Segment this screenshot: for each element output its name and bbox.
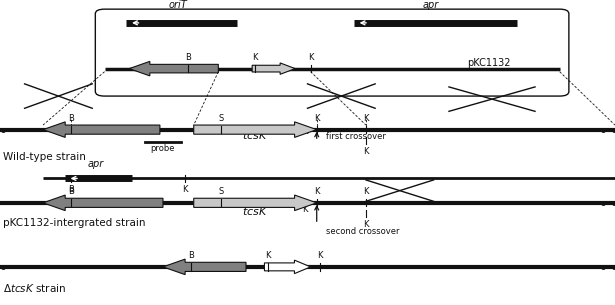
Text: K: K: [363, 147, 368, 156]
Polygon shape: [43, 122, 160, 137]
Polygon shape: [194, 195, 317, 210]
Polygon shape: [43, 195, 163, 210]
Text: K: K: [317, 251, 322, 260]
Text: S: S: [219, 114, 224, 123]
Text: apr: apr: [87, 159, 103, 169]
Text: K: K: [302, 206, 307, 214]
Text: K: K: [314, 114, 319, 123]
Text: B: B: [68, 114, 74, 123]
Text: B: B: [188, 251, 194, 260]
Text: K: K: [363, 187, 368, 196]
Text: K: K: [308, 53, 313, 62]
Text: Wild-type strain: Wild-type strain: [3, 152, 86, 162]
Text: B: B: [68, 185, 74, 194]
Text: K: K: [363, 114, 368, 123]
Text: probe: probe: [151, 144, 175, 153]
Text: $tcsK$: $tcsK$: [242, 205, 268, 217]
Text: pKC1132: pKC1132: [467, 58, 511, 67]
Text: S: S: [219, 187, 224, 196]
Text: first crossover: first crossover: [326, 132, 386, 141]
Text: $tcsK$: $tcsK$: [242, 129, 268, 141]
Text: K: K: [363, 220, 368, 229]
Text: K: K: [302, 127, 307, 136]
Text: K: K: [314, 187, 319, 196]
Polygon shape: [264, 260, 311, 274]
Text: B: B: [68, 187, 74, 196]
Text: $\Delta tcsK$ strain: $\Delta tcsK$ strain: [3, 282, 66, 294]
Polygon shape: [129, 61, 218, 76]
Text: second crossover: second crossover: [326, 227, 400, 236]
Text: K: K: [182, 185, 187, 194]
Text: pKC1132-intergrated strain: pKC1132-intergrated strain: [3, 218, 146, 228]
Text: K: K: [265, 251, 270, 260]
Text: B: B: [184, 53, 191, 62]
Text: K: K: [253, 53, 258, 62]
Polygon shape: [194, 122, 317, 137]
Text: apr: apr: [423, 0, 438, 10]
FancyBboxPatch shape: [95, 9, 569, 96]
Polygon shape: [252, 63, 295, 74]
Text: oriT: oriT: [169, 0, 188, 10]
Polygon shape: [163, 259, 246, 274]
